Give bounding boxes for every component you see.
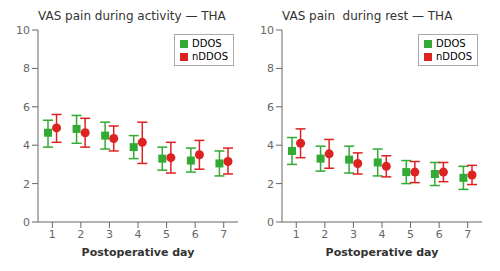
svg-text:7: 7 xyxy=(220,228,227,241)
svg-text:2: 2 xyxy=(23,178,30,191)
svg-text:Postoperative day: Postoperative day xyxy=(82,246,195,259)
svg-text:5: 5 xyxy=(407,228,414,241)
svg-text:10: 10 xyxy=(16,24,30,37)
svg-text:8: 8 xyxy=(267,62,274,75)
svg-text:0: 0 xyxy=(267,216,274,229)
svg-text:3: 3 xyxy=(106,228,113,241)
svg-text:10: 10 xyxy=(260,24,274,37)
svg-text:7: 7 xyxy=(464,228,471,241)
svg-text:Postoperative day: Postoperative day xyxy=(326,246,439,259)
svg-text:4: 4 xyxy=(379,228,386,241)
html-text:DDOS: DDOS xyxy=(436,38,466,49)
html-text:nDDOS: nDDOS xyxy=(436,51,472,62)
html-text:VAS pain during rest — THA: VAS pain during rest — THA xyxy=(282,9,453,23)
svg-text:2: 2 xyxy=(267,178,274,191)
svg-text:1: 1 xyxy=(293,228,300,241)
svg-text:6: 6 xyxy=(267,101,274,114)
svg-text:1: 1 xyxy=(49,228,56,241)
svg-text:0: 0 xyxy=(23,216,30,229)
svg-text:2: 2 xyxy=(321,228,328,241)
html-text:nDDOS: nDDOS xyxy=(192,51,228,62)
svg-text:4: 4 xyxy=(23,139,30,152)
svg-text:8: 8 xyxy=(23,62,30,75)
svg-text:4: 4 xyxy=(267,139,274,152)
html-text:VAS pain during activity — THA: VAS pain during activity — THA xyxy=(38,9,226,23)
svg-text:3: 3 xyxy=(350,228,357,241)
svg-text:6: 6 xyxy=(436,228,443,241)
svg-text:2: 2 xyxy=(77,228,84,241)
svg-text:6: 6 xyxy=(23,101,30,114)
html-text:DDOS: DDOS xyxy=(192,38,222,49)
svg-text:5: 5 xyxy=(163,228,170,241)
svg-text:4: 4 xyxy=(135,228,142,241)
svg-text:6: 6 xyxy=(192,228,199,241)
